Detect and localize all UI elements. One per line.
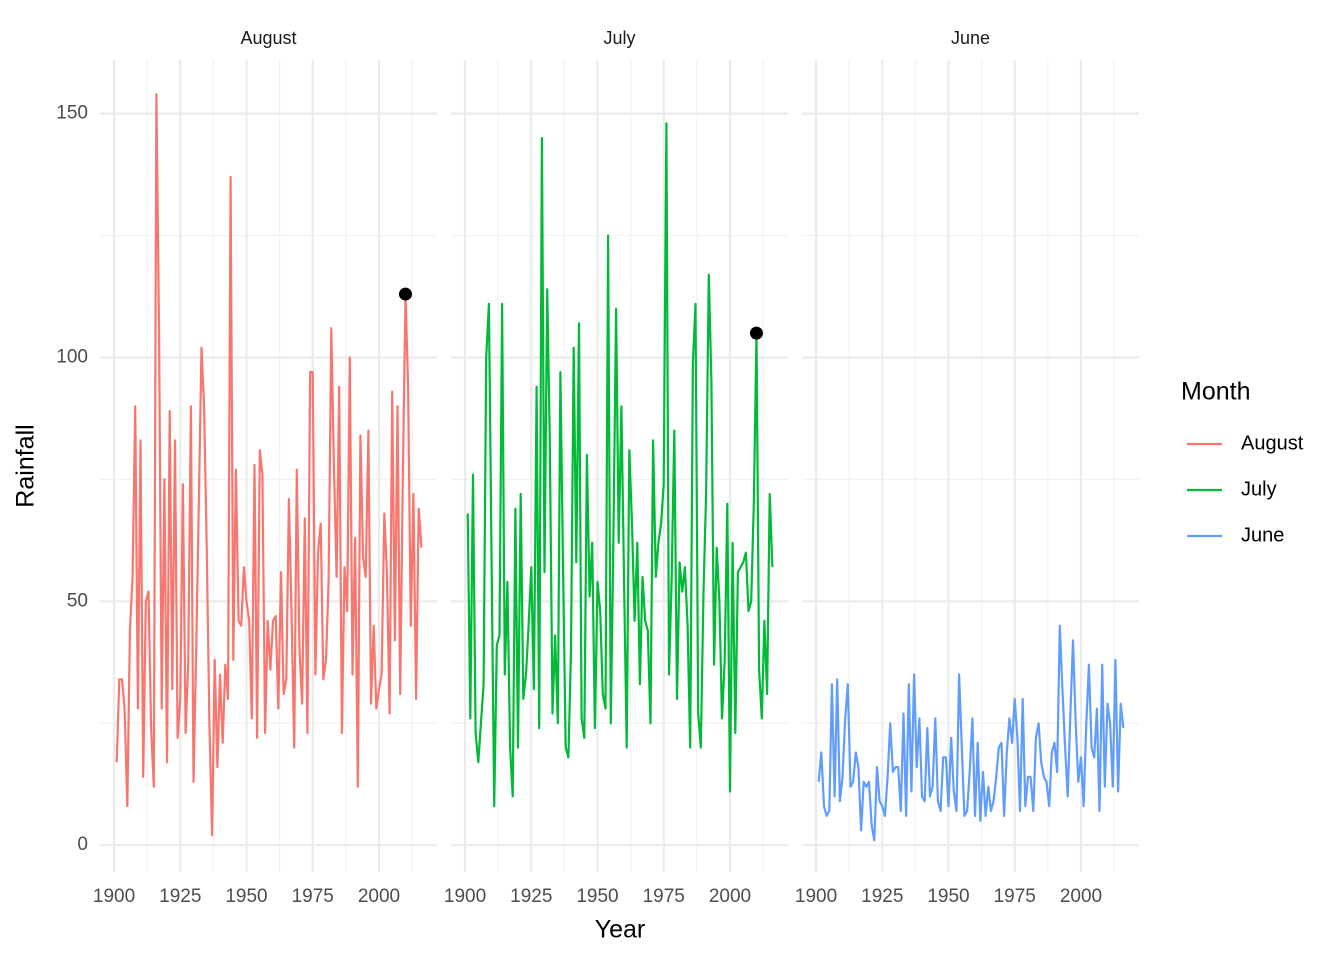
legend-label: June (1241, 524, 1284, 546)
x-tick-label: 1950 (225, 886, 267, 907)
x-tick-label: 1900 (93, 886, 135, 907)
x-axis-label: Year (595, 916, 646, 944)
x-tick-label: 1900 (795, 886, 837, 907)
x-tick-label: 2000 (1060, 886, 1102, 907)
facet-label: June (951, 28, 990, 48)
line (466, 122, 774, 808)
x-tick-label: 1925 (159, 886, 201, 907)
y-tick-label: 100 (56, 347, 88, 368)
y-tick-label: 0 (77, 834, 88, 855)
x-tick-label: 2000 (709, 886, 751, 907)
x-tick-label: 1975 (643, 886, 685, 907)
facet-label: August (240, 28, 296, 48)
x-tick-label: 1950 (927, 886, 969, 907)
x-tick-label: 1925 (861, 886, 903, 907)
y-tick-label: 50 (67, 590, 88, 611)
x-tick-label: 2000 (358, 886, 400, 907)
legend-title: Month (1181, 378, 1250, 406)
x-tick-label: 1925 (510, 886, 552, 907)
highlight-point (749, 326, 763, 340)
line (115, 93, 423, 837)
x-tick-label: 1950 (576, 886, 618, 907)
x-tick-label: 1900 (444, 886, 486, 907)
facet-label: July (603, 28, 635, 48)
x-tick-label: 1975 (994, 886, 1036, 907)
x-tick-label: 1975 (292, 886, 334, 907)
y-tick-label: 150 (56, 103, 88, 124)
y-axis-label: Rainfall (12, 424, 40, 507)
legend-label: July (1241, 478, 1277, 500)
highlight-point (398, 287, 412, 301)
legend-label: August (1241, 432, 1304, 454)
line (817, 624, 1125, 842)
